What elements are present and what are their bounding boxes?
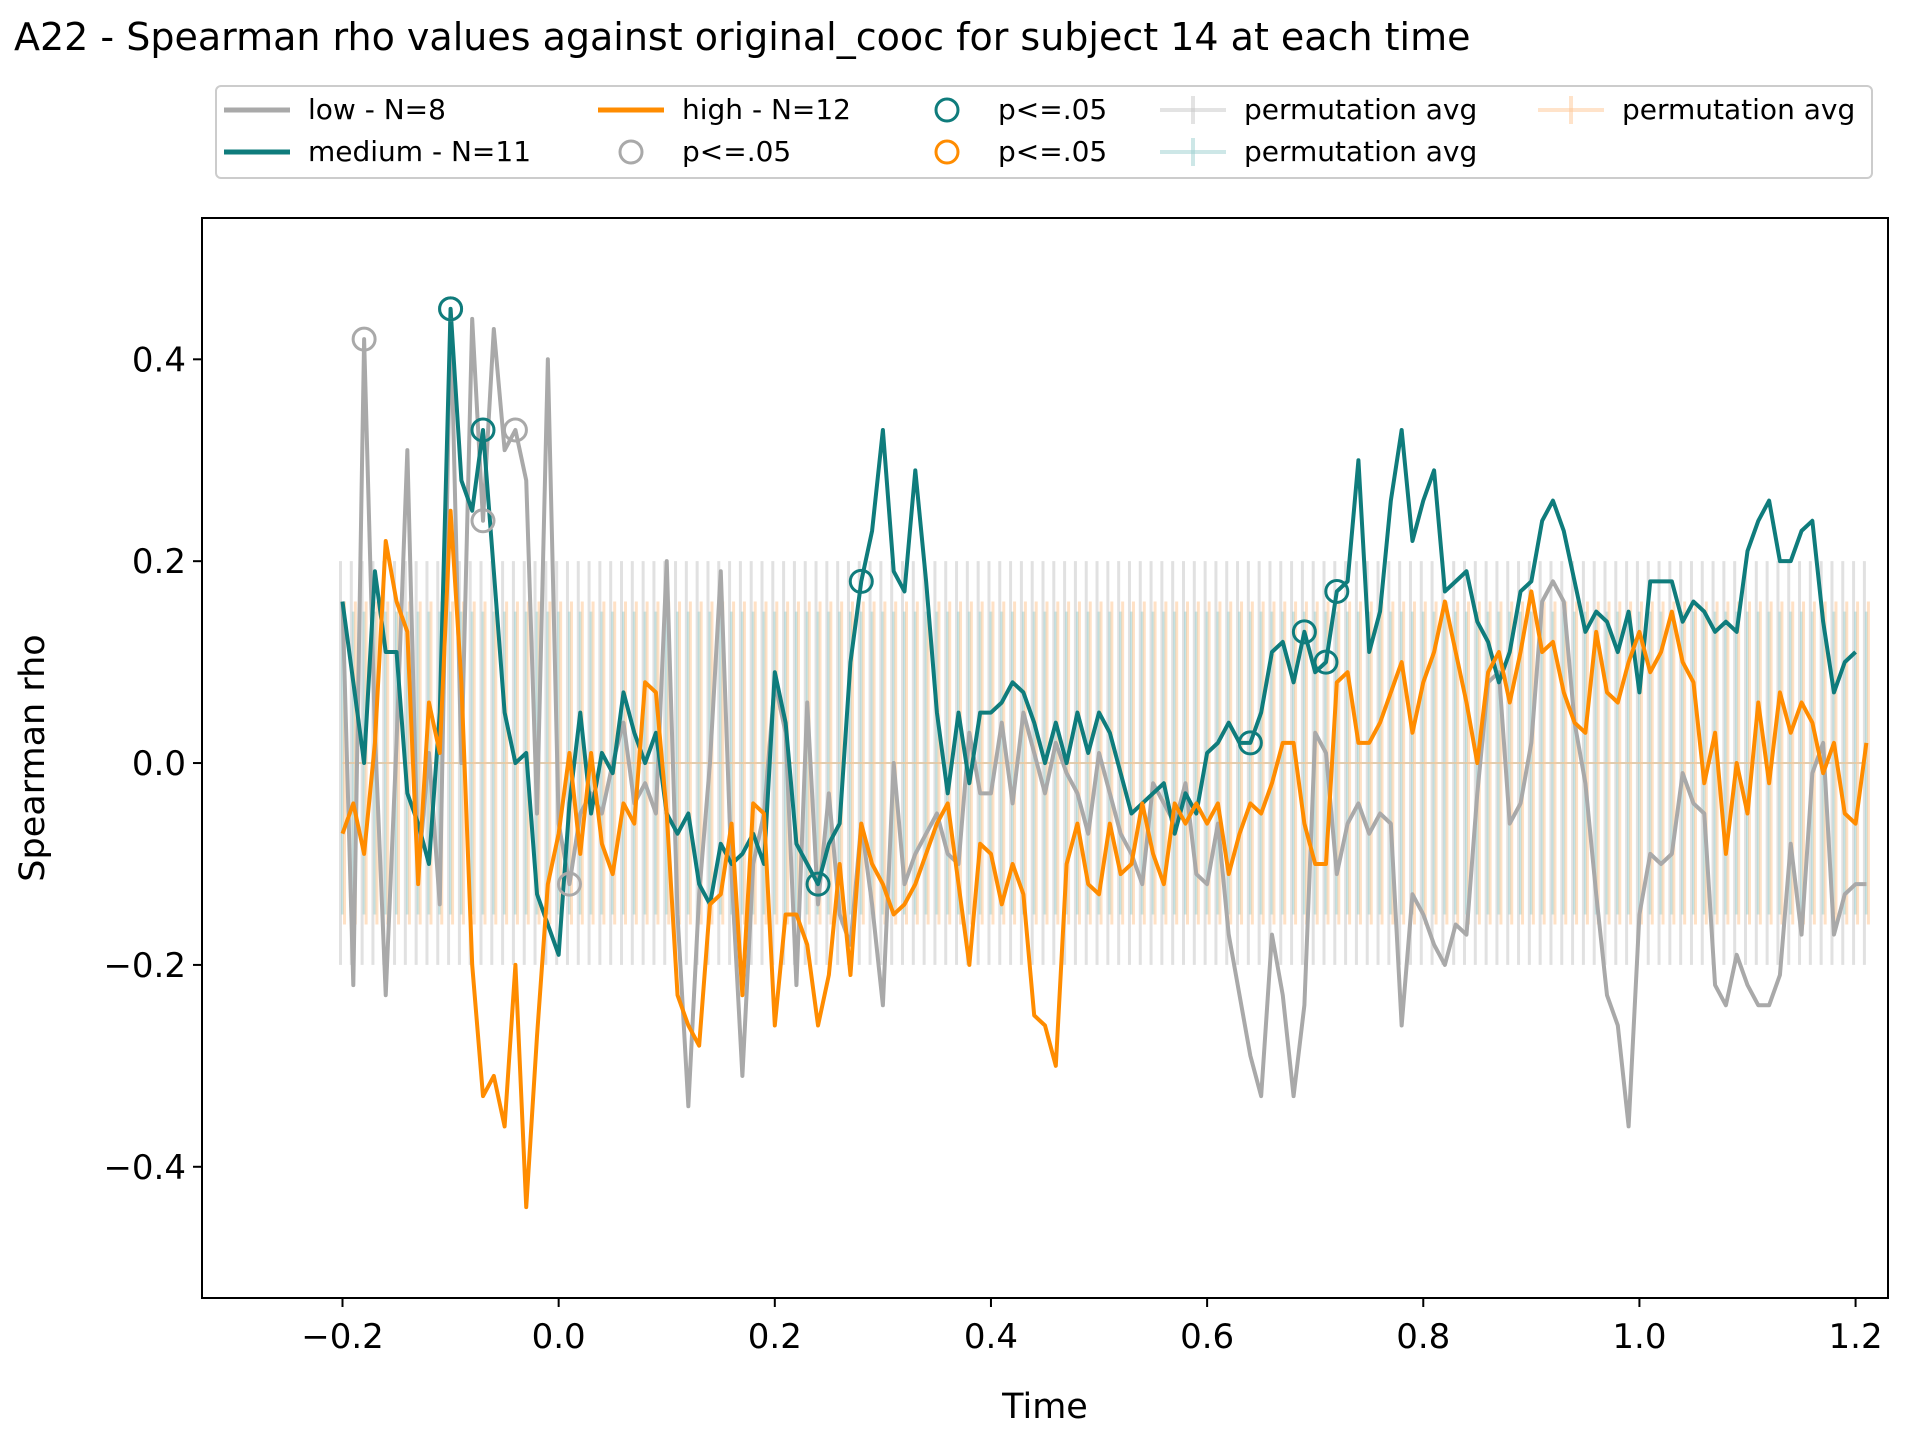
series-line — [340, 508, 1869, 1210]
legend-label: p<=.05 — [682, 135, 791, 168]
significance-marker — [351, 326, 377, 352]
legend-label: medium - N=11 — [308, 135, 531, 168]
x-tick-label: 0.4 — [964, 1317, 1018, 1357]
y-tick-label: 0.2 — [132, 542, 186, 582]
significance-marker — [502, 417, 528, 443]
legend-label: permutation avg — [1244, 93, 1477, 126]
legend-label: p<=.05 — [998, 135, 1107, 168]
legend-label: low - N=8 — [308, 93, 446, 126]
x-tick-label: 0.0 — [532, 1317, 586, 1357]
x-tick-label: 0.2 — [748, 1317, 802, 1357]
legend-entry: high - N=12 — [598, 93, 851, 126]
legend-circle-swatch — [618, 139, 644, 165]
y-tick-label: −0.4 — [103, 1148, 186, 1188]
x-tick-label: −0.2 — [301, 1317, 384, 1357]
x-tick-label: 1.2 — [1829, 1317, 1883, 1357]
y-tick-label: 0.4 — [132, 340, 186, 380]
x-tick-label: 0.8 — [1396, 1317, 1450, 1357]
y-tick-label: −0.2 — [103, 946, 186, 986]
x-axis-ticks: −0.2 0.0 0.2 0.4 0.6 0.8 1.0 1.2 — [301, 1298, 1883, 1357]
legend-entry: p<=.05 — [934, 93, 1107, 126]
y-axis-label: Spearman rho — [13, 634, 53, 881]
y-tick-label: 0.0 — [132, 744, 186, 784]
y-axis-ticks: −0.4 −0.2 0.0 0.2 0.4 — [103, 340, 202, 1188]
significance-marker — [1324, 578, 1350, 604]
significance-marker — [1291, 619, 1317, 645]
significance-marker — [848, 568, 874, 594]
plot-frame — [201, 217, 1889, 1299]
significance-marker — [470, 508, 496, 534]
legend-entry: permutation avg — [1538, 93, 1855, 126]
significance-marker — [556, 871, 582, 897]
legend-entry: permutation avg — [1160, 135, 1477, 168]
legend-entry: permutation avg — [1160, 93, 1477, 126]
legend-entry: low - N=8 — [224, 93, 446, 126]
legend-entry: p<=.05 — [934, 135, 1107, 168]
legend-label: permutation avg — [1622, 93, 1855, 126]
legend-entry: medium - N=11 — [224, 135, 531, 168]
chart-title: A22 - Spearman rho values against origin… — [14, 15, 1471, 59]
legend: low - N=8 medium - N=11 high - N=12 p<=.05 p… — [215, 85, 1873, 179]
legend-entry: p<=.05 — [618, 135, 791, 168]
significance-marker — [1313, 649, 1339, 675]
legend-label: high - N=12 — [682, 93, 851, 126]
x-tick-label: 1.0 — [1612, 1317, 1666, 1357]
significance-marker — [1237, 730, 1263, 756]
significance-marker — [470, 417, 496, 443]
series-lines — [340, 306, 1869, 1210]
legend-circle-swatch — [934, 97, 960, 123]
significance-markers — [351, 296, 1350, 897]
x-tick-label: 0.6 — [1180, 1317, 1234, 1357]
significance-marker — [805, 871, 831, 897]
x-axis-label: Time — [1001, 1387, 1088, 1427]
legend-circle-swatch — [934, 139, 960, 165]
significance-marker — [438, 296, 464, 322]
legend-label: p<=.05 — [998, 93, 1107, 126]
legend-label: permutation avg — [1244, 135, 1477, 168]
